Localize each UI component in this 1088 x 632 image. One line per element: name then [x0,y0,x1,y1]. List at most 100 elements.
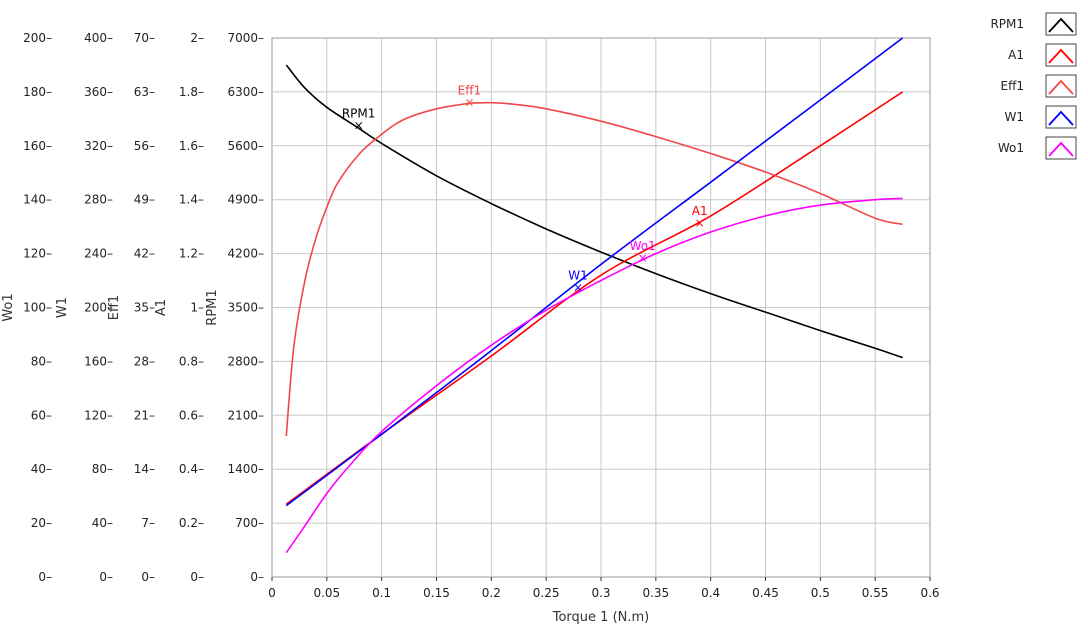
x-tick-label: 0.1 [372,586,391,600]
y-tick-label: 0– [250,570,264,584]
y-axis-title: RPM1 [205,289,220,325]
y-tick-label: 2– [190,31,204,45]
series-wo1-label: Wo1 [630,239,656,253]
series-w1-marker: × [573,281,583,295]
y-tick-label: 1.6– [179,139,204,153]
y-tick-label: 160– [23,139,52,153]
y-tick-label: 70– [134,31,155,45]
y-tick-label: 0– [38,570,52,584]
y-axis-title: W1 [55,297,70,318]
y-tick-label: 100– [23,301,52,315]
x-tick-label: 0.5 [811,586,830,600]
y-tick-label: 7– [141,516,155,530]
y-tick-label: 2800– [227,354,264,368]
series-a1-marker: × [695,216,705,230]
y-tick-label: 35– [134,301,155,315]
y-tick-label: 49– [134,193,155,207]
legend-swatch-box [1045,12,1077,36]
x-axis-title: Torque 1 (N.m) [552,610,650,625]
series-rpm1-marker: × [354,119,364,133]
y-tick-label: 320– [84,139,113,153]
legend-swatch-rpm1 [1048,17,1074,33]
legend-label-w1: W1 [1005,110,1025,124]
series-a1-label: A1 [692,204,708,218]
y-tick-label: 21– [134,408,155,422]
legend-swatch-wo1 [1048,141,1074,157]
series-lines [285,37,904,554]
y-tick-label: 700– [235,516,264,530]
x-tick-label: 0.35 [642,586,669,600]
series-eff1-marker: × [464,95,474,109]
legend-swatch-box [1045,74,1077,98]
y-axis-title: A1 [154,299,169,316]
series-wo1-line [285,197,903,554]
series-eff1-label: Eff1 [458,83,481,97]
x-tick-label: 0.15 [423,586,450,600]
legend-swatch-w1 [1048,110,1074,126]
y-tick-label: 63– [134,85,155,99]
x-tick-label: 0.25 [533,586,560,600]
y-tick-label: 0.2– [179,516,204,530]
legend-label-rpm1: RPM1 [990,17,1024,31]
y-tick-label: 0.6– [179,408,204,422]
y-tick-label: 80– [31,354,52,368]
y-tick-label: 1.4– [179,193,204,207]
x-tick-label: 0.2 [482,586,501,600]
grid-lines [271,37,931,578]
legend-swatch-a1 [1048,48,1074,64]
y-tick-label: 0– [190,570,204,584]
y-tick-label: 4200– [227,247,264,261]
y-tick-label: 120– [23,247,52,261]
legend-swatch-box [1045,105,1077,129]
y-tick-label: 1.2– [179,247,204,261]
series-labels: ×RPM1×A1×Eff1×W1×Wo1 [342,83,708,294]
legend-label-wo1: Wo1 [998,141,1024,155]
y-tick-label: 40– [92,516,113,530]
y-tick-label: 180– [23,85,52,99]
legend-label-a1: A1 [1008,48,1024,62]
y-tick-label: 0– [141,570,155,584]
series-w1-line [285,37,904,507]
y-axis-title: Eff1 [107,295,122,320]
y-tick-label: 28– [134,354,155,368]
y-tick-label: 240– [84,247,113,261]
legend-label-eff1: Eff1 [1001,79,1024,93]
x-tick-label: 0.3 [591,586,610,600]
x-tick-label: 0.45 [752,586,779,600]
y-tick-label: 42– [134,247,155,261]
y-tick-label: 7000– [227,31,264,45]
legend-swatch-box [1045,136,1077,160]
y-tick-label: 14– [134,462,155,476]
legend: RPM1 A1 Eff1 W1 Wo1 [990,12,1077,160]
axes: 0 0.05 0.1 0.15 0.2 0.25 0.3 0.35 0.4 0.45 0.5 0.55… [1,31,940,625]
y-tick-label: 5600– [227,139,264,153]
y-tick-label: 140– [23,193,52,207]
y-tick-label: 1.8– [179,85,204,99]
y-tick-label: 20– [31,516,52,530]
y-tick-label: 200– [84,301,113,315]
y-tick-label: 80– [92,462,113,476]
x-tick-label: 0 [268,586,276,600]
x-tick-label: 0.05 [313,586,340,600]
series-rpm1-line [285,64,903,359]
x-tick-label: 0.6 [920,586,939,600]
y-axis-title: Wo1 [1,293,16,321]
y-tick-label: 0.4– [179,462,204,476]
y-tick-label: 400– [84,31,113,45]
legend-swatch-eff1 [1048,79,1074,95]
y-tick-label: 56– [134,139,155,153]
y-tick-label: 4900– [227,193,264,207]
y-tick-label: 1400– [227,462,264,476]
y-tick-label: 3500– [227,301,264,315]
series-wo1-marker: × [638,251,648,265]
legend-swatch-box [1045,43,1077,67]
y-tick-label: 0.8– [179,354,204,368]
x-tick-label: 0.55 [862,586,889,600]
y-tick-label: 280– [84,193,113,207]
y-tick-label: 60– [31,408,52,422]
x-tick-label: 0.4 [701,586,720,600]
y-tick-label: 1– [190,301,204,315]
y-tick-label: 200– [23,31,52,45]
y-tick-label: 2100– [227,408,264,422]
y-tick-label: 360– [84,85,113,99]
